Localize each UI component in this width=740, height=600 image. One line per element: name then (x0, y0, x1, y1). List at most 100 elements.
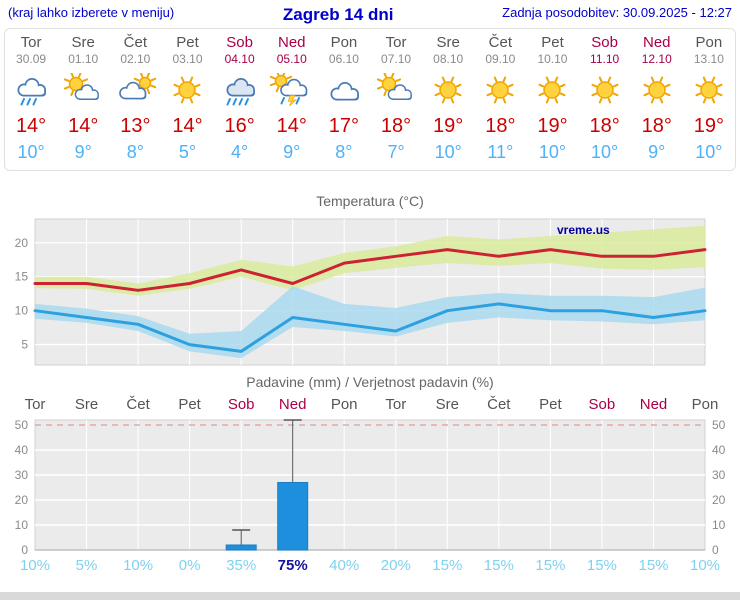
forecast-day-column[interactable]: Ned 05.10 14° 9° (266, 34, 318, 163)
precip-probability-label: 10% (689, 557, 721, 574)
forecast-day-column[interactable]: Tor 30.09 14° 10° (5, 34, 57, 163)
high-temperature: 14° (276, 115, 307, 137)
low-temperature: 10° (17, 142, 45, 162)
precip-axis-day-label: Čet (126, 396, 150, 413)
high-temperature: 19° (433, 115, 464, 137)
forecast-day-column[interactable]: Sre 08.10 19° 10° (422, 34, 474, 163)
low-temperature: 8° (335, 142, 353, 162)
day-date: 01.10 (68, 52, 99, 66)
precip-axis-day-label: Sre (74, 396, 99, 413)
charts-panel: Temperatura (°C) 5 10 15 20 vreme.us Padavin… (0, 193, 740, 575)
svg-text:30: 30 (15, 468, 29, 482)
precip-probability-label: 75% (277, 557, 308, 574)
weather-sun-icon (526, 73, 578, 110)
svg-text:20: 20 (15, 493, 29, 507)
day-name: Sob (591, 34, 618, 51)
svg-text:10: 10 (15, 518, 29, 532)
forecast-day-column[interactable]: Tor 07.10 18° 7° (370, 34, 422, 163)
precip-axis-day-label: Pon (691, 396, 719, 413)
weather-cloud-icon (318, 73, 370, 110)
weather-sun-icon (579, 73, 631, 110)
forecast-day-column[interactable]: Pon 06.10 17° 8° (318, 34, 370, 163)
forecast-day-column[interactable]: Ned 12.10 18° 9° (631, 34, 683, 163)
low-temperature: 7° (387, 142, 405, 162)
high-temperature: 18° (641, 115, 672, 137)
forecast-day-column[interactable]: Sob 11.10 18° 10° (579, 34, 631, 163)
day-name: Tor (20, 34, 42, 51)
forecast-day-column[interactable]: Sre 01.10 14° 9° (57, 34, 109, 163)
precip-probability-label: 15% (483, 557, 514, 574)
location-menu-note: (kraj lahko izberete v meniju) (8, 5, 175, 20)
precip-probability-label: 35% (226, 557, 257, 574)
day-name: Pon (330, 34, 358, 51)
weather-heavy-rain-icon (214, 73, 266, 110)
weather-cloud-sun-icon (109, 71, 161, 110)
precip-probability-label: 10% (123, 557, 154, 574)
svg-text:20: 20 (712, 493, 726, 507)
weather-rain-icon (5, 73, 57, 110)
high-temperature: 14° (15, 115, 47, 137)
temperature-chart-title: Temperatura (°C) (316, 193, 424, 209)
low-temperature: 4° (231, 142, 249, 162)
day-date: 03.10 (172, 52, 203, 66)
high-temperature: 18° (589, 115, 620, 137)
day-date: 09.10 (485, 52, 516, 66)
day-name: Čet (488, 34, 512, 51)
svg-text:50: 50 (712, 418, 726, 432)
forecast-strip: Tor 30.09 14° 10° Sre 01.10 14° 9° Čet 02.10 13° 8°… (4, 28, 736, 171)
forecast-day-column[interactable]: Pet 03.10 14° 5° (161, 34, 213, 163)
precip-axis-day-label: Pet (178, 396, 201, 413)
precip-axis-day-label: Ned (639, 396, 668, 413)
weather-sun-cloud-icon (57, 71, 109, 110)
low-temperature: 10° (538, 142, 567, 162)
svg-text:0: 0 (21, 543, 28, 556)
day-date: 10.10 (537, 52, 568, 66)
day-date: 13.10 (693, 52, 724, 66)
day-name: Čet (123, 34, 148, 51)
day-name: Tor (385, 34, 407, 51)
high-temperature: 17° (328, 115, 360, 137)
forecast-day-column[interactable]: Sob 04.10 16° 4° (214, 34, 266, 163)
precip-axis-day-label: Tor (385, 396, 407, 413)
precip-probability-label: 15% (432, 557, 463, 574)
day-name: Pet (541, 34, 564, 51)
svg-text:40: 40 (15, 443, 29, 457)
precip-probability-label: 5% (75, 557, 98, 574)
day-name: Ned (278, 34, 306, 51)
low-temperature: 9° (648, 142, 666, 162)
high-temperature: 19° (537, 115, 568, 137)
weather-sun-icon (161, 73, 213, 110)
forecast-day-column[interactable]: Čet 09.10 18° 11° (474, 34, 526, 163)
svg-text:10: 10 (15, 304, 29, 318)
forecast-day-column[interactable]: Pet 10.10 19° 10° (526, 34, 578, 163)
day-date: 06.10 (328, 52, 359, 66)
forecast-day-column[interactable]: Čet 02.10 13° 8° (109, 34, 161, 163)
day-date: 05.10 (276, 52, 307, 66)
svg-text:5: 5 (21, 338, 28, 352)
precip-probability-label: 15% (535, 557, 566, 574)
day-date: 02.10 (120, 52, 151, 66)
weather-sun-icon (422, 73, 474, 110)
page-title: Zagreb 14 dni (282, 5, 394, 24)
high-temperature: 18° (380, 115, 412, 137)
precip-axis-day-label: Čet (487, 396, 511, 413)
svg-text:50: 50 (15, 418, 29, 432)
high-temperature: 18° (485, 115, 516, 137)
forecast-day-column[interactable]: Pon 13.10 19° 10° (683, 34, 735, 163)
day-name: Pon (695, 34, 723, 51)
day-date: 04.10 (224, 52, 255, 66)
svg-text:0: 0 (712, 543, 719, 556)
svg-text:15: 15 (15, 270, 29, 284)
precip-axis-day-label: Ned (278, 396, 307, 413)
precip-axis-day-label: Sob (588, 396, 616, 413)
high-temperature: 19° (693, 115, 725, 137)
svg-text:10: 10 (712, 518, 726, 532)
low-temperature: 10° (434, 142, 462, 162)
day-name: Ned (642, 34, 671, 51)
day-date: 30.09 (16, 52, 47, 66)
low-temperature: 11° (487, 142, 514, 162)
precip-probability-label: 40% (329, 557, 360, 574)
day-date: 11.10 (590, 52, 620, 66)
precipitation-chart: 0 0 10 10 20 20 30 30 40 40 50 50 (15, 418, 726, 556)
precipitation-chart-title: Padavine (mm) / Verjetnost padavin (%) (246, 374, 494, 390)
